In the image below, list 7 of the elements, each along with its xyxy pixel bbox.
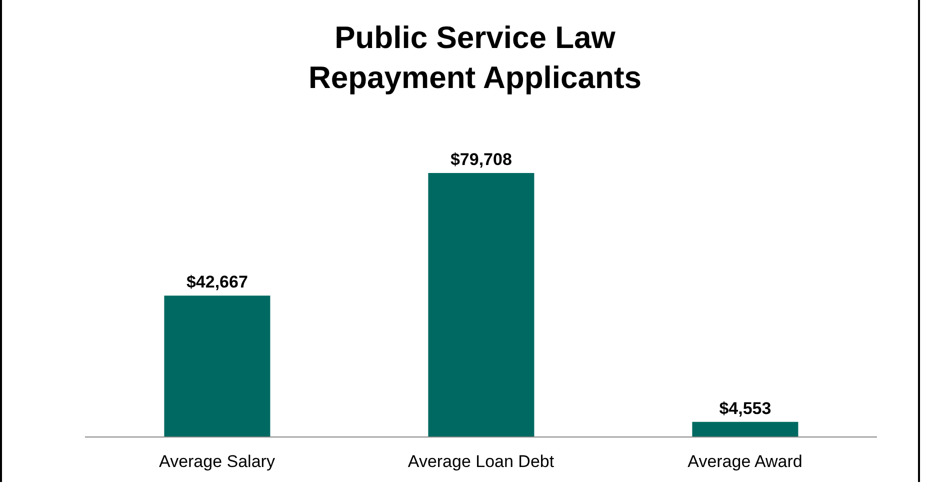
x-tick-label: Average Salary (159, 452, 276, 472)
data-label: $79,708 (450, 150, 512, 169)
data-label: $4,553 (719, 398, 772, 418)
x-tick-label: Average Loan Debt (408, 452, 554, 472)
data-label: $42,667 (186, 272, 248, 292)
x-tick-label: Average Award (688, 452, 802, 472)
chart-title: Public Service Law Repayment Applicants (307, 19, 643, 97)
